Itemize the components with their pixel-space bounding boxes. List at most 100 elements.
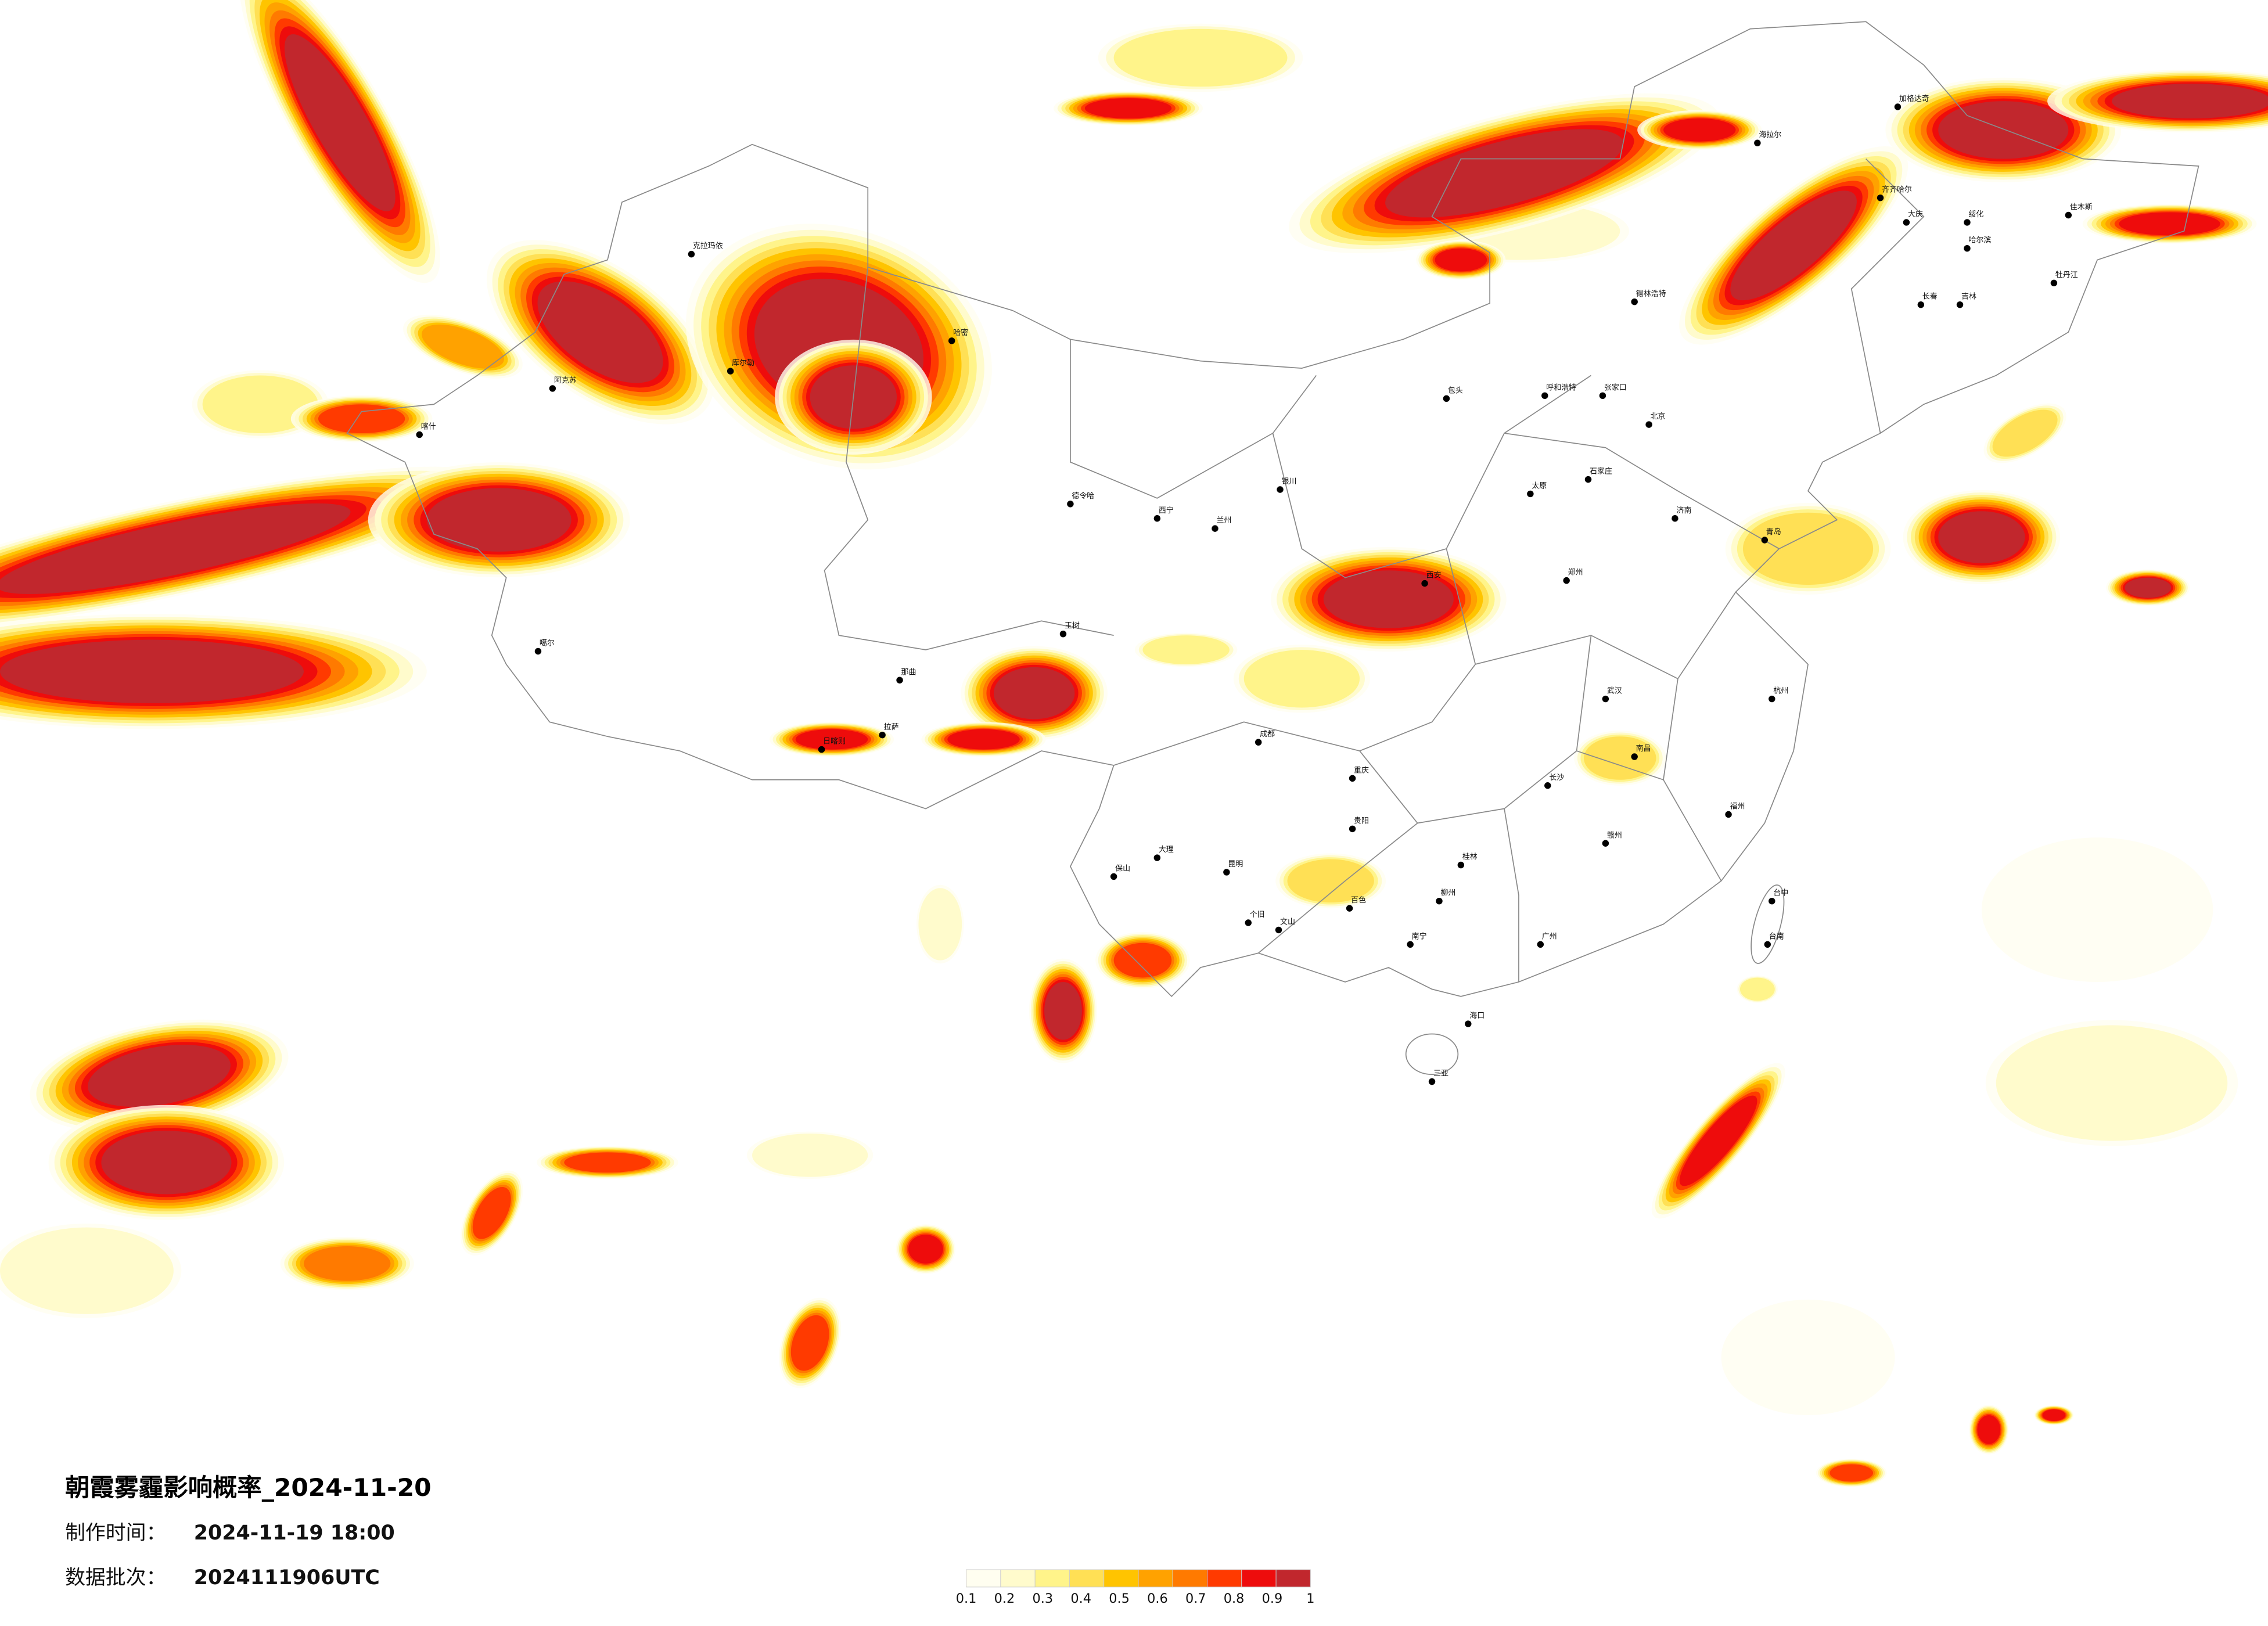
probability-area xyxy=(0,639,304,704)
city-dot xyxy=(1631,298,1638,305)
city-label: 赣州 xyxy=(1607,831,1622,840)
city-dot xyxy=(1110,873,1117,880)
city-label: 广州 xyxy=(1542,932,1557,941)
city-dot xyxy=(1407,941,1414,948)
probability-area xyxy=(1113,28,1288,87)
city-dot xyxy=(1903,219,1910,226)
city-dot xyxy=(1212,525,1219,532)
city-dot xyxy=(1541,392,1548,400)
legend-swatch xyxy=(966,1569,1001,1588)
legend-tick-label: 0.6 xyxy=(1147,1591,1168,1606)
probability-area xyxy=(1435,248,1487,272)
city-label: 哈密 xyxy=(953,328,968,337)
city-label: 太原 xyxy=(1532,482,1547,491)
legend-tick-label: 0.8 xyxy=(1224,1591,1245,1606)
city-label: 成都 xyxy=(1260,730,1275,739)
china-outline xyxy=(346,21,2199,998)
probability-field xyxy=(0,0,2268,1487)
city-label: 大理 xyxy=(1159,846,1174,854)
info-label: 制作时间： xyxy=(65,1521,166,1545)
city-label: 济南 xyxy=(1676,506,1691,515)
city-dot xyxy=(1956,301,1964,308)
probability-area xyxy=(1084,98,1172,118)
city-label: 石家庄 xyxy=(1590,467,1612,476)
city-label: 柳州 xyxy=(1440,889,1455,898)
city-label: 长春 xyxy=(1922,293,1938,301)
city-dot xyxy=(1537,941,1544,948)
city-label: 昆明 xyxy=(1228,860,1243,869)
city-dot xyxy=(1631,753,1638,760)
city-dot xyxy=(1059,630,1067,638)
city-label: 长沙 xyxy=(1549,774,1564,782)
city-label: 重庆 xyxy=(1354,765,1369,775)
probability-area xyxy=(947,729,1020,750)
city-dot xyxy=(1725,811,1732,818)
city-dot xyxy=(1672,515,1678,522)
city-label: 桂林 xyxy=(1462,853,1478,862)
city-label: 大庆 xyxy=(1908,210,1923,219)
city-label: 日喀则 xyxy=(823,737,846,746)
probability-area xyxy=(1938,101,2069,159)
legend-tick-label: 0.7 xyxy=(1185,1591,1206,1606)
taiwan xyxy=(1751,884,1785,964)
city-label: 福州 xyxy=(1730,803,1745,811)
city-label: 三亚 xyxy=(1433,1070,1448,1078)
legend-tick-label: 0.5 xyxy=(1109,1591,1130,1606)
city-label: 百色 xyxy=(1351,895,1366,905)
title: 朝霞雾霾影响概率_2024-11-20 xyxy=(65,1473,432,1502)
legend-swatch xyxy=(1207,1569,1242,1588)
city-label: 银川 xyxy=(1282,477,1297,486)
probability-area xyxy=(908,1235,943,1264)
city-label: 张家口 xyxy=(1604,383,1627,392)
city-label: 南宁 xyxy=(1412,931,1427,941)
city-label: 克拉玛依 xyxy=(693,242,723,251)
city-dot xyxy=(1645,421,1652,428)
legend-swatch xyxy=(1000,1569,1036,1588)
legend-tick-label: 0.4 xyxy=(1070,1591,1091,1606)
probability-area xyxy=(88,1045,231,1107)
city-dot xyxy=(1436,897,1443,905)
city-dot xyxy=(1602,695,1609,703)
city-dot xyxy=(1465,1020,1472,1027)
city-dot xyxy=(1428,1078,1436,1085)
probability-area xyxy=(303,1246,391,1281)
city-dot xyxy=(549,385,556,392)
probability-area xyxy=(918,888,962,961)
probability-area xyxy=(1730,190,1857,301)
city-label: 绥化 xyxy=(1968,210,1983,219)
city-label: 西宁 xyxy=(1159,506,1174,515)
probability-area xyxy=(2112,84,2268,118)
city-dot xyxy=(1349,825,1356,833)
city-dot xyxy=(2065,211,2072,219)
legend-swatch xyxy=(1138,1569,1173,1588)
legend-swatch xyxy=(1172,1569,1208,1588)
city-label: 库尔勒 xyxy=(732,358,754,368)
probability-area xyxy=(318,404,405,434)
city-dot xyxy=(1349,775,1356,782)
probability-area xyxy=(790,1315,829,1371)
legend-tick-label: 0.2 xyxy=(994,1591,1015,1606)
legend-tick-label: 0.1 xyxy=(956,1591,977,1606)
city-dot xyxy=(727,368,734,375)
probability-area xyxy=(1243,650,1360,708)
city-dot xyxy=(2050,279,2058,287)
legend-tick-label: 0.9 xyxy=(1262,1591,1283,1606)
city-label: 台南 xyxy=(1769,931,1784,941)
city-dot xyxy=(1602,840,1609,847)
city-label: 吉林 xyxy=(1961,293,1976,301)
city-dot xyxy=(1754,139,1761,146)
city-dot xyxy=(1877,194,1884,202)
probability-area xyxy=(421,324,504,369)
city-label: 锡林浩特 xyxy=(1636,290,1666,298)
probability-area xyxy=(564,1152,651,1173)
city-dot xyxy=(818,746,825,753)
city-dot xyxy=(948,337,955,344)
probability-area xyxy=(1663,118,1736,142)
city-label: 牡丹江 xyxy=(2055,271,2078,279)
city-dot xyxy=(1153,515,1161,522)
probability-area xyxy=(0,1227,174,1314)
probability-area xyxy=(472,1186,511,1239)
probability-area xyxy=(202,375,318,434)
probability-area xyxy=(1742,512,1874,585)
